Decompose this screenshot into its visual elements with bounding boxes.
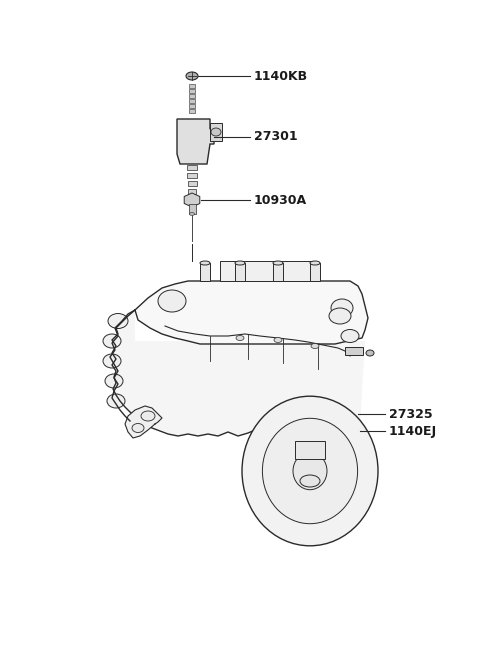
- Bar: [295, 441, 325, 459]
- Polygon shape: [220, 261, 315, 281]
- Bar: [188, 181, 196, 186]
- Ellipse shape: [200, 261, 210, 265]
- Bar: [187, 173, 197, 178]
- Ellipse shape: [300, 475, 320, 487]
- Text: 27301: 27301: [254, 131, 298, 144]
- Bar: [188, 189, 196, 194]
- Polygon shape: [184, 193, 200, 207]
- Bar: [310, 263, 320, 281]
- Polygon shape: [135, 281, 368, 344]
- Text: 1140KB: 1140KB: [254, 70, 308, 83]
- Ellipse shape: [263, 419, 358, 523]
- Polygon shape: [125, 406, 162, 438]
- Ellipse shape: [190, 213, 194, 216]
- Polygon shape: [112, 310, 365, 514]
- Bar: [189, 104, 195, 108]
- Ellipse shape: [331, 299, 353, 317]
- Ellipse shape: [132, 424, 144, 432]
- Bar: [189, 89, 195, 93]
- Ellipse shape: [311, 344, 319, 348]
- Ellipse shape: [141, 411, 155, 421]
- Ellipse shape: [273, 261, 283, 265]
- Bar: [189, 84, 195, 88]
- Ellipse shape: [242, 396, 378, 546]
- Ellipse shape: [310, 261, 320, 265]
- Bar: [345, 347, 363, 355]
- Ellipse shape: [105, 374, 123, 388]
- Text: 10930A: 10930A: [254, 194, 307, 207]
- Ellipse shape: [341, 329, 359, 342]
- Bar: [189, 94, 195, 98]
- Polygon shape: [177, 119, 214, 164]
- Bar: [189, 99, 195, 103]
- Ellipse shape: [103, 354, 121, 368]
- Ellipse shape: [108, 314, 128, 329]
- Ellipse shape: [293, 452, 327, 489]
- Bar: [210, 123, 222, 141]
- Ellipse shape: [186, 72, 198, 80]
- Ellipse shape: [103, 334, 121, 348]
- Ellipse shape: [158, 290, 186, 312]
- Ellipse shape: [236, 335, 244, 340]
- Bar: [187, 165, 197, 170]
- Bar: [189, 109, 195, 113]
- Ellipse shape: [329, 308, 351, 324]
- Ellipse shape: [235, 261, 245, 265]
- Ellipse shape: [107, 394, 125, 408]
- Bar: [200, 263, 210, 281]
- Ellipse shape: [211, 128, 221, 136]
- Text: 1140EJ: 1140EJ: [389, 424, 437, 438]
- Text: 27325: 27325: [389, 407, 432, 420]
- Ellipse shape: [274, 337, 282, 342]
- Bar: [189, 204, 195, 214]
- Ellipse shape: [366, 350, 374, 356]
- Bar: [273, 263, 283, 281]
- Bar: [235, 263, 245, 281]
